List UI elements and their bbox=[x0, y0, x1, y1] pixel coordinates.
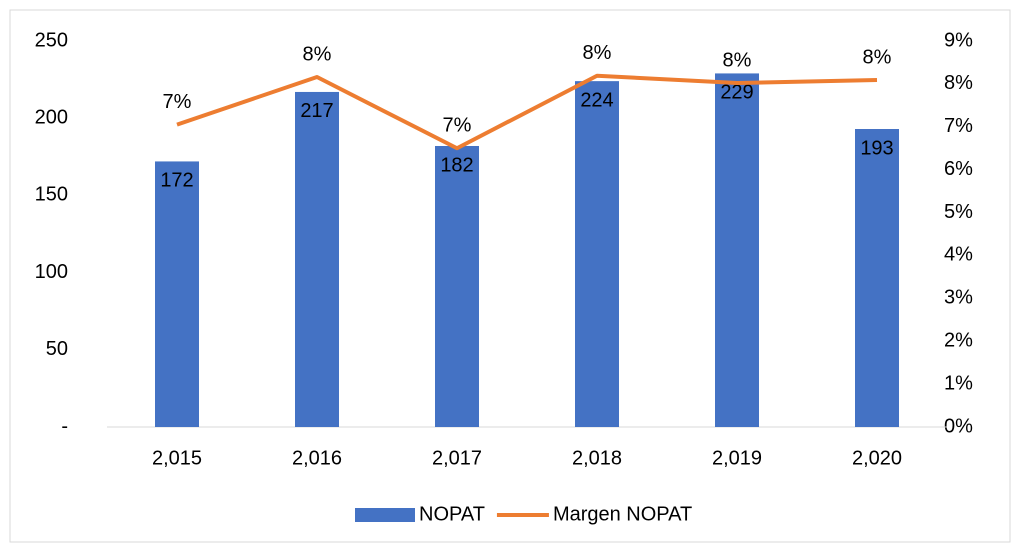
y2-tick-label: 5% bbox=[944, 201, 973, 223]
line-value-label: 8% bbox=[583, 42, 612, 64]
legend-label: Margen NOPAT bbox=[553, 503, 692, 525]
bar-value-label: 217 bbox=[300, 100, 333, 122]
bar bbox=[435, 145, 479, 427]
bar bbox=[715, 73, 759, 427]
x-tick-label: 2,015 bbox=[152, 447, 202, 469]
bar-value-label: 229 bbox=[720, 82, 753, 104]
line-value-label: 8% bbox=[863, 46, 892, 68]
x-tick-label: 2,020 bbox=[852, 447, 902, 469]
y2-tick-label: 2% bbox=[944, 330, 973, 352]
x-tick-label: 2,017 bbox=[432, 447, 482, 469]
x-tick-label: 2,016 bbox=[292, 447, 342, 469]
y-tick-label: 150 bbox=[35, 184, 68, 206]
y2-tick-label: 0% bbox=[944, 415, 973, 437]
bar-value-label: 182 bbox=[440, 154, 473, 176]
bar-value-label: 224 bbox=[580, 89, 613, 111]
y2-tick-label: 3% bbox=[944, 287, 973, 309]
y2-tick-label: 6% bbox=[944, 158, 973, 180]
y2-tick-label: 7% bbox=[944, 115, 973, 137]
y-tick-label: 200 bbox=[35, 106, 68, 128]
y2-tick-label: 9% bbox=[944, 29, 973, 51]
line bbox=[176, 73, 878, 151]
legend-swatch bbox=[355, 508, 415, 522]
y2-tick-label: 1% bbox=[944, 372, 973, 394]
x-tick-label: 2,019 bbox=[712, 447, 762, 469]
x-tick-label: 2,018 bbox=[572, 447, 622, 469]
bar bbox=[155, 161, 199, 427]
line-value-label: 7% bbox=[443, 115, 472, 137]
bar-value-label: 172 bbox=[160, 170, 193, 192]
line-value-label: 8% bbox=[723, 49, 752, 71]
bar bbox=[575, 81, 619, 428]
y2-tick-label: 4% bbox=[944, 244, 973, 266]
y-tick-label: 100 bbox=[35, 261, 68, 283]
y2-tick-label: 8% bbox=[944, 72, 973, 94]
line-value-label: 8% bbox=[303, 43, 332, 65]
legend-label: NOPAT bbox=[419, 503, 485, 525]
bar bbox=[855, 129, 899, 427]
bar bbox=[295, 91, 339, 428]
y-tick-label: 50 bbox=[46, 338, 68, 360]
line-value-label: 7% bbox=[163, 91, 192, 113]
y-tick-label: - bbox=[61, 415, 68, 437]
bar-value-label: 193 bbox=[860, 137, 893, 159]
y-tick-label: 250 bbox=[35, 29, 68, 51]
